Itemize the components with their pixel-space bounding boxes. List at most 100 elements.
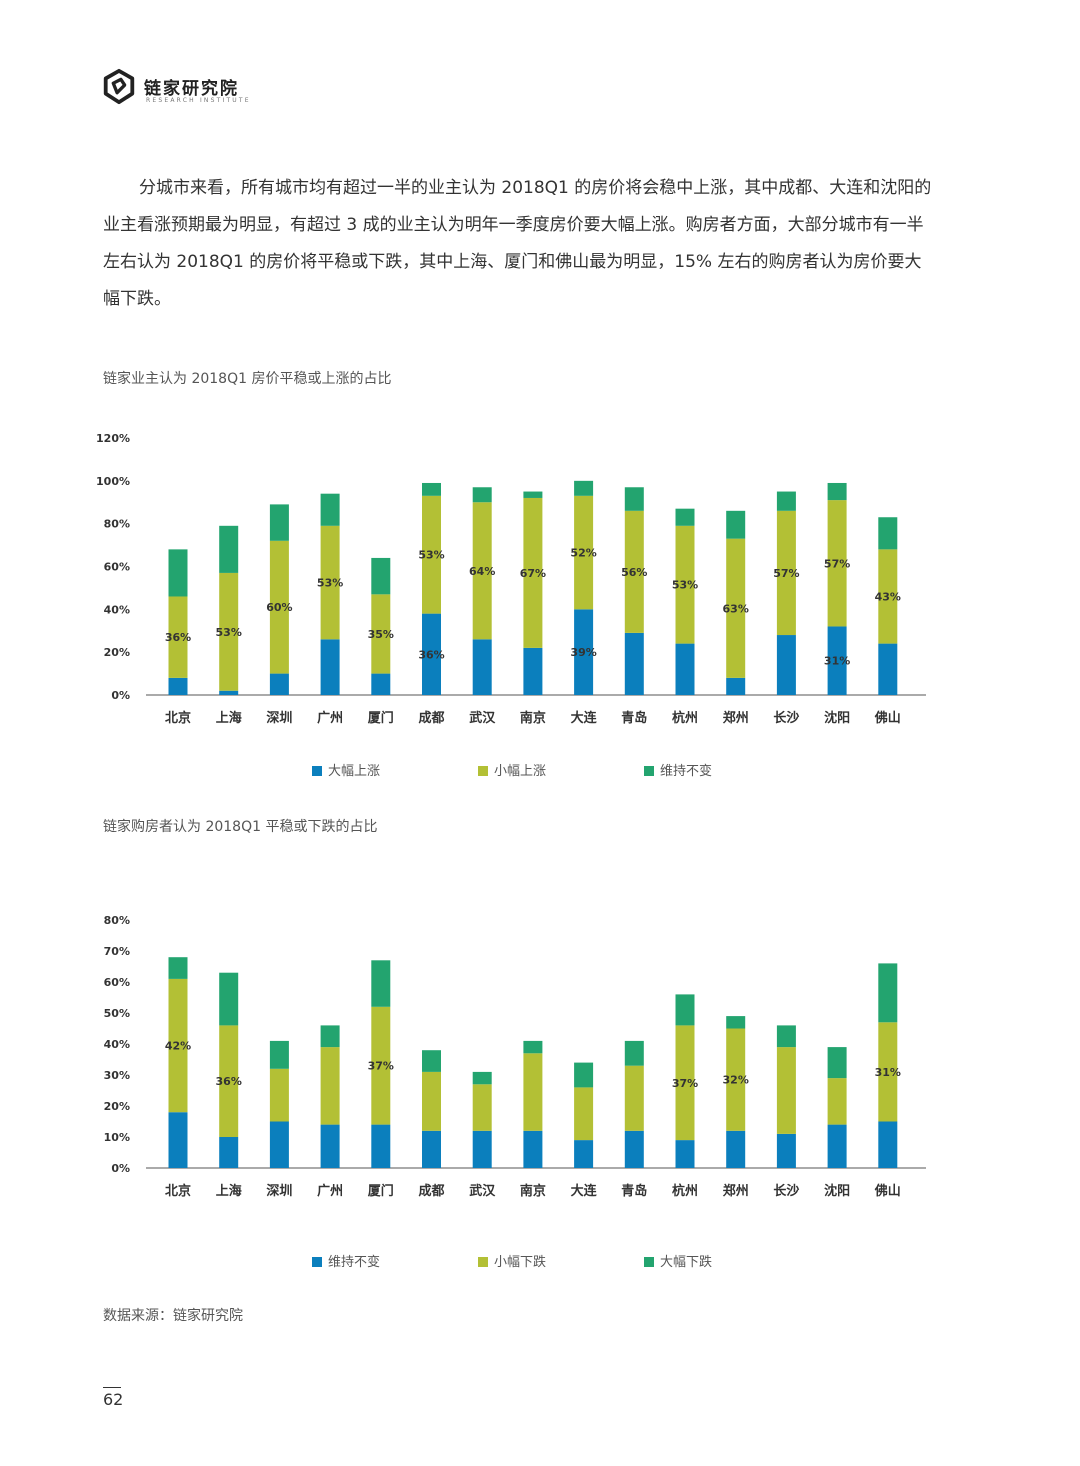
data-label: 60% <box>266 601 292 614</box>
bar-segment <box>523 497 543 648</box>
bar-segment <box>878 1121 898 1168</box>
bar-segment <box>269 1068 289 1122</box>
bar-segment <box>878 549 898 644</box>
legend-label: 大幅下跌 <box>660 1255 713 1270</box>
bar-segment <box>269 540 289 674</box>
bar-segment <box>827 626 847 695</box>
data-label: 57% <box>824 557 850 570</box>
data-label: 36% <box>216 1075 242 1088</box>
bar-segment <box>320 639 340 695</box>
x-tick-label: 上海 <box>216 1183 242 1199</box>
bar-segment <box>320 1025 340 1048</box>
data-label: 67% <box>520 567 546 580</box>
x-tick-label: 青岛 <box>621 710 647 726</box>
bar-segment <box>574 1087 594 1141</box>
brand-name: 链家研究院 <box>144 79 239 99</box>
legend-swatch-blue <box>312 1257 322 1267</box>
bar-segment <box>776 1047 796 1134</box>
legend-item: 维持不变 <box>644 760 712 779</box>
bar-segment <box>523 1040 543 1054</box>
bar-segment <box>422 1050 441 1072</box>
y-tick-label: 100% <box>96 475 130 488</box>
bar-segment <box>827 1078 847 1125</box>
data-label: 52% <box>570 547 596 560</box>
x-tick-label: 成都 <box>418 710 444 726</box>
bar-segment <box>675 1140 695 1168</box>
bar-segment <box>472 1084 492 1131</box>
bar-segment <box>624 487 644 511</box>
bar-segment <box>726 677 746 695</box>
logo-icon <box>103 68 135 105</box>
x-tick-label: 大连 <box>571 1183 598 1199</box>
bar-segment <box>320 525 340 640</box>
data-label: 63% <box>723 602 749 615</box>
legend-swatch-green <box>644 766 654 776</box>
y-tick-label: 0% <box>111 689 130 702</box>
bar-segment <box>219 690 239 695</box>
data-source: 数据来源：链家研究院 <box>103 1308 243 1324</box>
x-tick-label: 郑州 <box>723 1183 749 1199</box>
y-tick-label: 40% <box>104 1038 130 1051</box>
y-tick-label: 70% <box>104 945 130 958</box>
legend-swatch-green <box>644 1257 654 1267</box>
y-tick-label: 50% <box>104 1007 130 1020</box>
data-label: 53% <box>216 626 242 639</box>
y-tick-label: 60% <box>104 561 130 574</box>
data-label: 56% <box>621 566 647 579</box>
x-tick-label: 厦门 <box>368 710 394 726</box>
bar-segment <box>726 1016 746 1029</box>
x-tick-label: 成都 <box>418 1183 444 1199</box>
x-tick-label: 杭州 <box>672 1183 698 1199</box>
bar-segment <box>472 487 492 503</box>
bar-segment <box>878 1022 898 1122</box>
legend-item: 维持不变 <box>312 1251 380 1270</box>
x-tick-label: 武汉 <box>469 710 496 726</box>
x-tick-label: 沈阳 <box>824 1183 850 1199</box>
bar-segment <box>472 1071 492 1085</box>
data-label: 36% <box>418 648 444 661</box>
bar-segment <box>776 491 796 511</box>
y-tick-label: 20% <box>104 1100 130 1113</box>
x-tick-label: 长沙 <box>773 1183 799 1199</box>
bar-segment <box>371 1124 391 1168</box>
chart1-owner-expectation: 0% 20% 40% 60% 80% 100% 120% 36% 北京 53% 上海 60% 深圳 53%… <box>96 432 926 726</box>
bar-segment <box>219 972 239 1026</box>
page-rule <box>103 1387 121 1388</box>
bar-segment <box>269 504 289 541</box>
bar-segment <box>726 1028 746 1131</box>
bar-segment <box>624 510 644 633</box>
bar-segment <box>371 1006 391 1125</box>
legend-item: 小幅下跌 <box>478 1251 546 1270</box>
bar-segment <box>675 994 695 1026</box>
data-label: 36% <box>165 631 191 644</box>
y-tick-label: 30% <box>104 1069 130 1082</box>
bar-segment <box>878 517 898 550</box>
y-tick-label: 80% <box>104 518 130 531</box>
x-tick-label: 深圳 <box>266 1183 292 1199</box>
x-tick-label: 广州 <box>317 710 343 726</box>
bar-segment <box>523 1053 543 1131</box>
legend-item: 大幅下跌 <box>644 1251 712 1270</box>
bar-segment <box>371 594 391 674</box>
bar-segment <box>168 549 188 597</box>
x-tick-label: 沈阳 <box>824 710 850 726</box>
y-tick-label: 80% <box>104 914 130 927</box>
legend-label: 大幅上涨 <box>328 764 381 779</box>
bar-segment <box>675 1025 695 1141</box>
bar-segment <box>574 1140 594 1168</box>
y-tick-label: 20% <box>104 646 130 659</box>
bar-segment <box>472 1130 492 1168</box>
bar-segment <box>675 525 695 644</box>
y-tick-label: 10% <box>104 1131 130 1144</box>
x-tick-label: 南京 <box>520 1183 546 1199</box>
data-label: 32% <box>723 1074 749 1087</box>
x-tick-label: 北京 <box>165 1183 191 1199</box>
bar-segment <box>269 1040 289 1069</box>
bar-segment <box>219 572 239 691</box>
bar-segment <box>422 495 441 614</box>
bar-segment <box>422 1071 441 1131</box>
x-tick-label: 上海 <box>216 710 242 726</box>
x-tick-label: 佛山 <box>874 710 901 726</box>
bar-segment <box>574 609 594 695</box>
bar-segment <box>219 525 239 573</box>
